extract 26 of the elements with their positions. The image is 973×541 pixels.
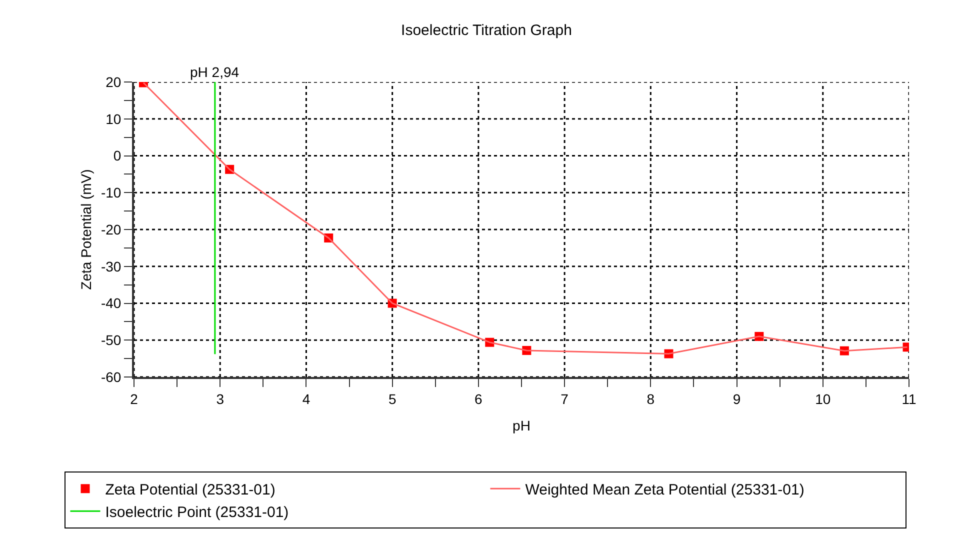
x-tick-label: 10 xyxy=(815,390,831,407)
legend-label: Zeta Potential (25331-01) xyxy=(105,482,276,498)
y-tick-label: -60 xyxy=(100,368,122,385)
x-tick-label: 8 xyxy=(646,390,655,407)
annotation: pH 2,94 xyxy=(190,64,240,80)
y-tick-label: -20 xyxy=(100,221,122,238)
x-tick-label: 6 xyxy=(474,390,483,407)
y-tick-label: 0 xyxy=(113,148,122,164)
x-tick-label: 7 xyxy=(560,390,569,407)
x-tick-label: 9 xyxy=(732,390,741,407)
x-tick-label: 11 xyxy=(902,390,916,407)
x-tick-label: 2 xyxy=(130,390,138,407)
x-tick-label: 4 xyxy=(302,390,310,407)
y-tick-label: -40 xyxy=(100,295,122,312)
x-axis-title: pH xyxy=(512,418,530,434)
legend-label: Isoelectric Point (25331-01) xyxy=(105,504,289,521)
y-axis-title: Zeta Potential (mV) xyxy=(78,169,94,290)
x-tick-label: 5 xyxy=(388,390,396,407)
y-tick-label: 10 xyxy=(106,110,122,127)
y-tick-label: 20 xyxy=(106,74,122,90)
chart-title: Isoelectric Titration Graph xyxy=(401,22,572,39)
y-tick-label: -10 xyxy=(100,184,122,201)
legend-label: Weighted Mean Zeta Potential (25331-01) xyxy=(525,482,804,498)
x-tick-label: 3 xyxy=(216,390,224,407)
y-tick-label: -50 xyxy=(100,332,122,348)
y-tick-label: -30 xyxy=(100,258,122,274)
